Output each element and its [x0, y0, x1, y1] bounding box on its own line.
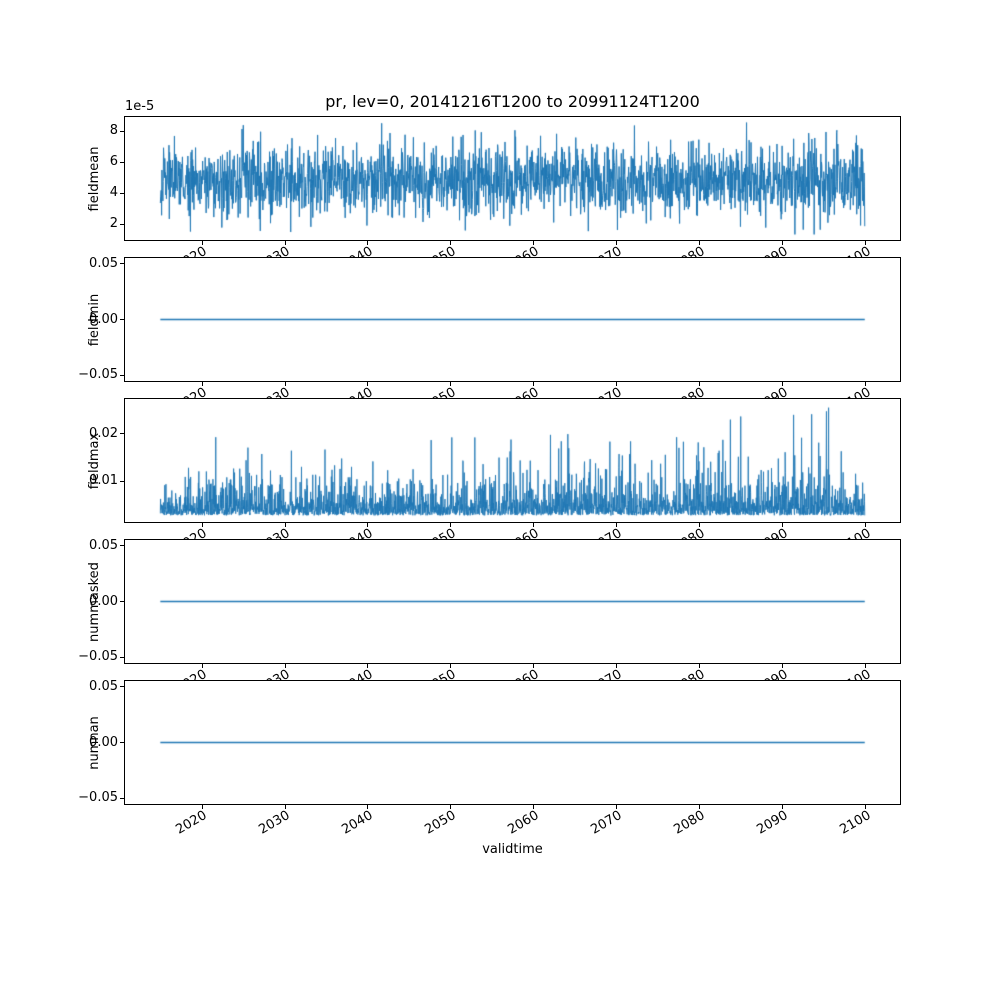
tick-mark — [120, 686, 124, 688]
tick-mark — [201, 241, 203, 245]
y-tick-label: 0.00 — [89, 734, 118, 750]
tick-mark — [120, 433, 124, 435]
y-tick-label: −0.05 — [78, 649, 118, 665]
y-tick-label: 0.05 — [89, 255, 118, 271]
tick-mark — [865, 523, 867, 527]
tick-mark — [284, 241, 286, 245]
y-tick-label: 4 — [109, 185, 118, 201]
tick-mark — [120, 192, 124, 194]
tick-mark — [120, 319, 124, 320]
tick-mark — [450, 664, 452, 668]
y-tick-label: 6 — [109, 154, 118, 170]
tick-mark — [120, 797, 124, 799]
tick-mark — [782, 664, 784, 668]
y-tick-label: 0.05 — [89, 678, 118, 694]
tick-mark — [782, 805, 784, 809]
tick-mark — [533, 805, 535, 809]
tick-mark — [284, 382, 286, 386]
series-line-fieldmax — [125, 399, 900, 522]
tick-mark — [284, 523, 286, 527]
tick-mark — [120, 161, 124, 163]
tick-mark — [120, 480, 124, 482]
tick-mark — [367, 805, 369, 809]
tick-mark — [120, 742, 124, 743]
axes-fieldmean — [124, 116, 901, 241]
tick-mark — [865, 805, 867, 809]
series-line-numnan — [125, 681, 900, 804]
tick-mark — [699, 805, 701, 809]
tick-mark — [533, 382, 535, 386]
y-tick-label: 0.02 — [89, 425, 118, 441]
tick-mark — [284, 805, 286, 809]
tick-mark — [120, 656, 124, 658]
y-tick-label: 2 — [109, 216, 118, 232]
tick-mark — [699, 664, 701, 668]
tick-mark — [865, 382, 867, 386]
tick-mark — [120, 601, 124, 602]
axes-nummasked — [124, 539, 901, 664]
tick-mark — [782, 382, 784, 386]
tick-mark — [120, 545, 124, 547]
y-tick-label: 0.01 — [89, 473, 118, 488]
axes-fieldmax — [124, 398, 901, 523]
y-tick-label: 8 — [109, 123, 118, 139]
tick-mark — [699, 523, 701, 527]
y-tick-label: 0.00 — [89, 311, 118, 327]
tick-mark — [120, 374, 124, 376]
tick-mark — [367, 523, 369, 527]
y-tick-label: −0.05 — [78, 367, 118, 383]
tick-mark — [699, 382, 701, 386]
tick-mark — [616, 241, 618, 245]
y-tick-label: 0.05 — [89, 537, 118, 553]
y-axis-label-fieldmax: fieldmax — [87, 432, 102, 489]
tick-mark — [367, 382, 369, 386]
tick-mark — [533, 664, 535, 668]
series-line-fieldmin — [125, 258, 900, 381]
tick-mark — [865, 241, 867, 245]
tick-mark — [782, 523, 784, 527]
tick-mark — [450, 241, 452, 245]
tick-mark — [533, 241, 535, 245]
chart-title: pr, lev=0, 20141216T1200 to 20991124T120… — [325, 92, 700, 111]
tick-mark — [450, 382, 452, 386]
tick-mark — [699, 241, 701, 245]
tick-mark — [201, 382, 203, 386]
tick-mark — [865, 664, 867, 668]
y-axis-offset-text: 1e-5 — [125, 99, 155, 114]
tick-mark — [450, 805, 452, 809]
y-tick-label: 0.00 — [89, 593, 118, 609]
tick-mark — [450, 523, 452, 527]
tick-mark — [616, 805, 618, 809]
tick-mark — [201, 805, 203, 809]
tick-mark — [616, 382, 618, 386]
x-axis-label: validtime — [482, 842, 543, 857]
tick-mark — [120, 130, 124, 132]
tick-mark — [533, 523, 535, 527]
tick-mark — [367, 664, 369, 668]
tick-mark — [616, 523, 618, 527]
tick-mark — [120, 223, 124, 225]
tick-mark — [201, 523, 203, 527]
tick-mark — [616, 664, 618, 668]
tick-mark — [120, 263, 124, 265]
tick-mark — [782, 241, 784, 245]
axes-numnan — [124, 680, 901, 805]
tick-mark — [367, 241, 369, 245]
y-tick-label: −0.05 — [78, 790, 118, 806]
axes-fieldmin — [124, 257, 901, 382]
tick-mark — [284, 664, 286, 668]
series-line-nummasked — [125, 540, 900, 663]
series-line-fieldmean — [125, 117, 900, 240]
tick-mark — [201, 664, 203, 668]
